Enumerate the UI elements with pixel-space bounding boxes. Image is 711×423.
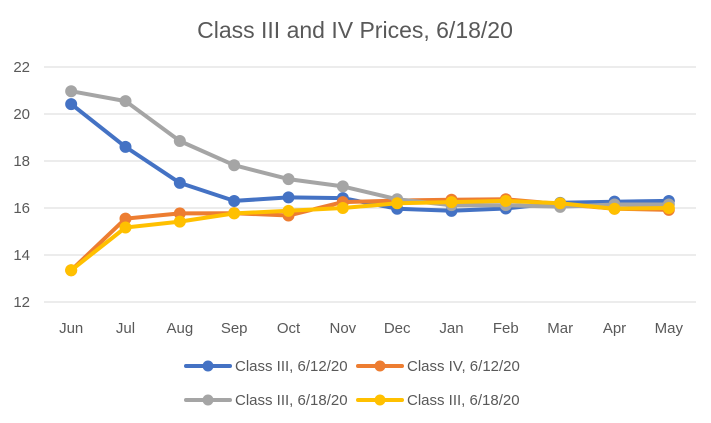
data-point	[554, 197, 567, 210]
y-tick-label: 20	[13, 106, 30, 123]
data-point	[119, 140, 132, 153]
data-point	[499, 194, 512, 207]
x-tick-label: Sep	[221, 320, 248, 337]
data-point	[173, 215, 186, 228]
data-point	[119, 221, 132, 234]
series-line	[69, 198, 671, 273]
data-point	[282, 204, 295, 217]
series-lines	[65, 85, 675, 277]
data-point	[282, 191, 295, 204]
gridlines	[44, 66, 696, 303]
data-point	[173, 176, 186, 189]
x-tick-label: Jun	[59, 320, 83, 337]
legend-marker	[202, 360, 214, 372]
legend-label: Class IV, 6/12/20	[407, 358, 520, 375]
data-point	[228, 207, 241, 220]
x-tick-label: Mar	[547, 320, 573, 337]
chart-title: Class III and IV Prices, 6/18/20	[197, 17, 513, 43]
data-point	[119, 95, 132, 108]
x-tick-label: Jan	[439, 320, 463, 337]
y-tick-label: 22	[13, 59, 30, 76]
series-4	[65, 194, 675, 277]
y-tick-label: 14	[13, 247, 30, 264]
data-point	[391, 197, 404, 210]
legend: Class III, 6/12/20 Class IV, 6/12/20 Class…	[184, 358, 520, 409]
series-line	[69, 197, 671, 273]
data-point	[336, 180, 349, 193]
data-point	[282, 173, 295, 186]
x-tick-label: Feb	[493, 320, 519, 337]
data-point	[65, 85, 78, 98]
data-point	[662, 202, 675, 214]
data-point	[608, 202, 621, 215]
legend-item: Class III, 6/12/20	[184, 358, 348, 375]
legend-marker	[374, 360, 386, 372]
legend-item: Class IV, 6/12/20	[356, 358, 520, 375]
y-tick-label: 16	[13, 200, 30, 217]
data-point	[445, 196, 458, 209]
x-tick-label: Nov	[329, 320, 356, 337]
data-point	[65, 98, 78, 111]
x-tick-label: May	[655, 320, 684, 337]
legend-label: Class III, 6/18/20	[235, 392, 348, 409]
series-1	[65, 98, 675, 217]
data-point	[173, 135, 186, 148]
data-point	[336, 202, 349, 214]
legend-item: Class III, 6/18/20	[184, 392, 348, 409]
y-tick-label: 12	[13, 294, 30, 311]
data-point	[65, 264, 78, 277]
legend-marker	[202, 394, 214, 406]
x-tick-label: Dec	[384, 320, 411, 337]
x-tick-label: Apr	[603, 320, 626, 337]
legend-label: Class III, 6/18/20	[407, 392, 520, 409]
legend-item: Class III, 6/18/20	[356, 392, 520, 409]
series-line	[69, 89, 671, 209]
y-axis-ticks: 12 14 16 18 20 22	[13, 59, 30, 311]
x-tick-label: Jul	[116, 320, 135, 337]
x-axis-ticks: Jun Jul Aug Sep Oct Nov Dec Jan Feb Mar Apr May	[59, 320, 683, 337]
legend-label: Class III, 6/12/20	[235, 358, 348, 375]
x-tick-label: Oct	[277, 320, 301, 337]
legend-marker	[374, 394, 386, 406]
data-point	[228, 159, 241, 172]
x-tick-label: Aug	[166, 320, 193, 337]
y-tick-label: 18	[13, 153, 30, 170]
series-3	[65, 85, 675, 213]
data-point	[228, 194, 241, 207]
